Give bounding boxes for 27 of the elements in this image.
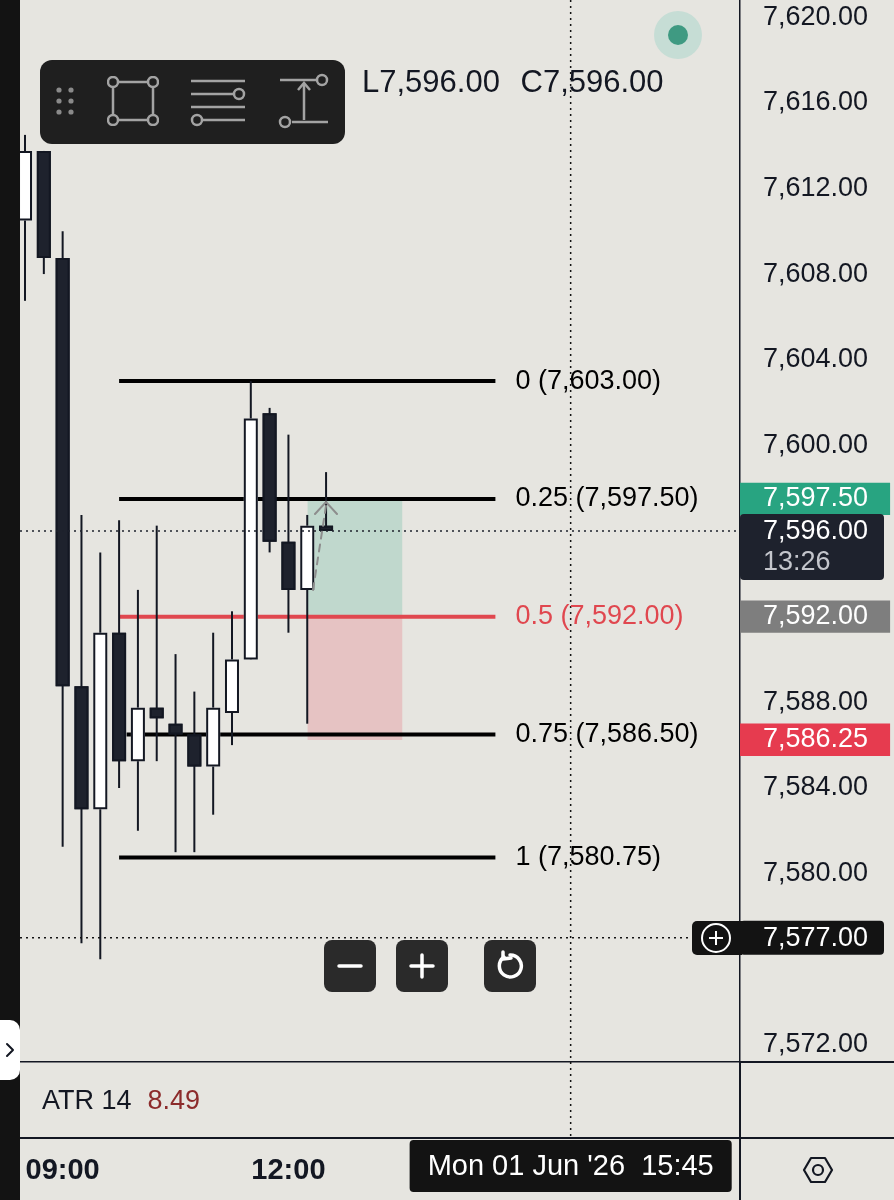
y-tick-label: 7,592.00	[763, 600, 869, 631]
ref-line-label: 7,596.00 13:26	[763, 515, 869, 577]
ref-line-label: 7,577.00	[763, 922, 869, 953]
y-tick-label: 7,597.50	[763, 482, 869, 513]
ref-line-label: Mon 01 Jun '26 15:45	[427, 1149, 714, 1181]
x-tick-label: 12:00	[251, 1153, 326, 1186]
text: ATR 14	[42, 1084, 132, 1116]
y-tick-label: 7,612.00	[763, 171, 869, 202]
series-label: 0.25 (7,597.50)	[515, 482, 699, 513]
y-tick-label: 7,588.00	[763, 685, 869, 716]
y-tick-label: 7,586.25	[763, 723, 869, 754]
y-tick-label: 7,608.00	[763, 257, 869, 288]
y-tick-label: 7,600.00	[763, 428, 869, 459]
series-label: 0.75 (7,586.50)	[515, 717, 699, 748]
x-tick-label: 09:00	[25, 1153, 100, 1186]
text: 8.49	[147, 1084, 201, 1116]
y-tick-label: 7,620.00	[763, 0, 869, 31]
series-label: 1 (7,580.75)	[515, 840, 662, 871]
series-label: 0.5 (7,592.00)	[515, 600, 684, 631]
y-tick-label: 7,584.00	[763, 771, 869, 802]
series-label: 0 (7,603.00)	[515, 364, 662, 395]
text: L7,596.00 C7,596.00	[362, 64, 664, 100]
y-tick-label: 7,572.00	[763, 1028, 869, 1059]
y-tick-label: 7,616.00	[763, 86, 869, 117]
y-tick-label: 7,580.00	[763, 857, 869, 888]
candlestick	[168, 653, 183, 854]
y-tick-label: 7,604.00	[763, 343, 869, 374]
